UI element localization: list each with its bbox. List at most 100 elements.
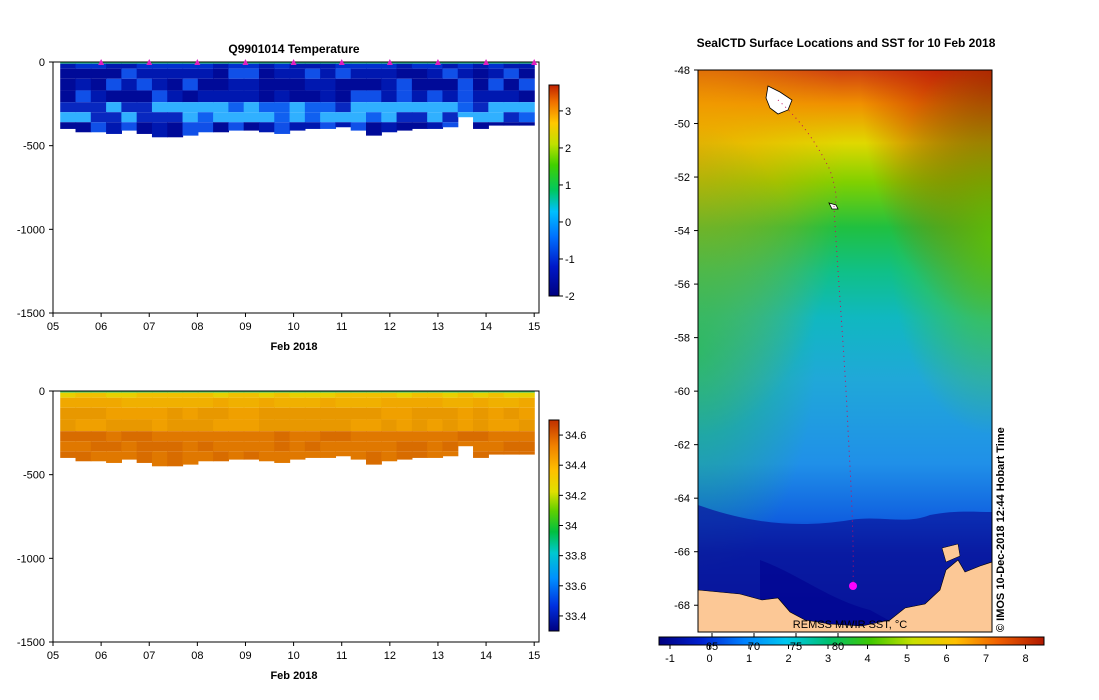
y-tick-label: -1000 (17, 224, 45, 236)
colorbar-tick-label: -2 (565, 291, 575, 303)
imos-credit: © IMOS 10-Dec-2018 12:44 Hobart Time (995, 427, 1007, 632)
temperature-profile-column (213, 62, 229, 133)
temperature-profile-column (503, 62, 520, 126)
temperature-profile-column (427, 62, 444, 129)
sst-fahrenheit-tick-label: 65 (706, 641, 718, 653)
salinity-profile-column (106, 391, 122, 463)
salinity-y-axis: 0 -500 -1000 -1500 (17, 386, 53, 649)
x-tick-label: 15 (528, 321, 540, 333)
sst-fahrenheit-tick-label: 70 (748, 641, 760, 653)
temperature-x-label: Feb 2018 (270, 341, 317, 353)
profile-marker (290, 59, 297, 65)
salinity-panel: 05 06 07 08 09 10 11 12 13 14 15 0 -500 -1000 -1500 F… (17, 386, 587, 682)
temperature-colorbar-ticks: 3 2 1 0 -1 -2 (559, 106, 575, 303)
salinity-profile-column (518, 391, 535, 455)
salinity-profile-column (60, 391, 77, 458)
colorbar-tick-label: 1 (565, 180, 571, 192)
sst-fahrenheit-tick-label: 75 (790, 641, 802, 653)
temperature-x-axis: 05 06 07 08 09 10 11 12 13 14 15 (47, 313, 540, 333)
salinity-profile-column (503, 391, 520, 455)
sst-celsius-tick-label: 3 (825, 653, 831, 665)
sst-celsius-tick-label: 1 (746, 653, 752, 665)
x-tick-label: 14 (480, 321, 492, 333)
temperature-y-axis: 0 -500 -1000 -1500 (17, 57, 53, 320)
lat-tick-label: -54 (674, 226, 690, 238)
salinity-profiles (60, 391, 535, 467)
colorbar-tick-label: 33.4 (565, 611, 586, 623)
temperature-profile-column (274, 62, 291, 134)
x-tick-label: 08 (191, 321, 203, 333)
temperature-profile-column (182, 62, 199, 136)
temperature-panel: Q9901014 Temperature 05 06 07 08 09 10 11 12 13 1… (17, 42, 575, 353)
temperature-profile-column (488, 62, 505, 126)
lat-tick-label: -60 (674, 386, 690, 398)
sst-colorbar-ticks: -1 0 1 2 3 4 5 6 7 8 65 70 75 80 (665, 633, 1029, 665)
temperature-profile-column (442, 62, 459, 128)
temperature-profile-column (289, 62, 306, 131)
sst-celsius-tick-label: 8 (1022, 653, 1028, 665)
salinity-profile-column (411, 391, 428, 458)
salinity-colorbar (548, 419, 560, 632)
salinity-profile-column (366, 391, 382, 465)
temperature-profile-column (335, 62, 352, 128)
salinity-plot-frame (52, 390, 540, 643)
colorbar-tick-label: 34 (565, 521, 577, 533)
salinity-profile-column (167, 391, 184, 467)
x-tick-label: 12 (384, 650, 396, 662)
antarctic-land (698, 559, 992, 632)
y-tick-label: -500 (23, 141, 45, 153)
colorbar-tick-label: -1 (565, 254, 575, 266)
salinity-profile-column (488, 391, 505, 455)
salinity-colorbar-ticks: 34.6 34.4 34.2 34 33.8 33.6 33.4 (559, 430, 586, 623)
temperature-profile-column (60, 62, 77, 129)
salinity-profile-column (473, 391, 489, 458)
seal-track (777, 99, 854, 586)
temperature-profile-column (320, 62, 337, 129)
sst-celsius-tick-label: 2 (785, 653, 791, 665)
salinity-profile-column (442, 391, 459, 457)
temperature-profile-column (197, 62, 214, 133)
x-tick-label: 09 (239, 650, 251, 662)
x-tick-label: 05 (47, 321, 59, 333)
temperature-profile-column (106, 62, 122, 134)
temperature-profile-column (258, 62, 275, 133)
sst-celsius-tick-label: 5 (904, 653, 910, 665)
sst-celsius-tick-label: -1 (665, 653, 675, 665)
salinity-profile-column (228, 391, 245, 460)
salinity-profile-column (213, 391, 229, 462)
temperature-profile-column (90, 62, 107, 133)
sst-map-title: SealCTD Surface Locations and SST for 10… (697, 36, 996, 50)
salinity-profile-column (75, 391, 92, 462)
x-tick-label: 08 (191, 650, 203, 662)
lat-tick-label: -56 (674, 279, 690, 291)
lat-tick-label: -62 (674, 440, 690, 452)
temperature-title: Q9901014 Temperature (228, 42, 360, 56)
temperature-profile-column (243, 62, 260, 131)
sst-celsius-tick-label: 7 (983, 653, 989, 665)
colorbar-tick-label: 34.2 (565, 490, 586, 502)
temperature-profiles (60, 62, 535, 138)
y-tick-label: 0 (39, 386, 45, 398)
salinity-profile-column (350, 391, 367, 460)
temperature-profile-column (473, 62, 489, 129)
colorbar-tick-label: 2 (565, 143, 571, 155)
x-tick-label: 13 (432, 650, 444, 662)
lat-tick-label: -58 (674, 333, 690, 345)
temperature-profile-column (304, 62, 321, 129)
salinity-profile-column (182, 391, 199, 465)
x-tick-label: 12 (384, 321, 396, 333)
x-tick-label: 05 (47, 650, 59, 662)
temperature-profile-column (457, 62, 474, 118)
temperature-profile-column (121, 62, 138, 131)
sst-celsius-tick-label: 0 (706, 653, 712, 665)
x-tick-label: 06 (95, 321, 107, 333)
temperature-profile-column (136, 62, 153, 134)
salinity-profile-column (243, 391, 260, 460)
x-tick-label: 09 (239, 321, 251, 333)
sst-celsius-tick-label: 4 (864, 653, 870, 665)
salinity-profile-column (289, 391, 306, 460)
salinity-profile-column (258, 391, 275, 462)
x-tick-label: 06 (95, 650, 107, 662)
temperature-plot-frame (52, 61, 540, 314)
